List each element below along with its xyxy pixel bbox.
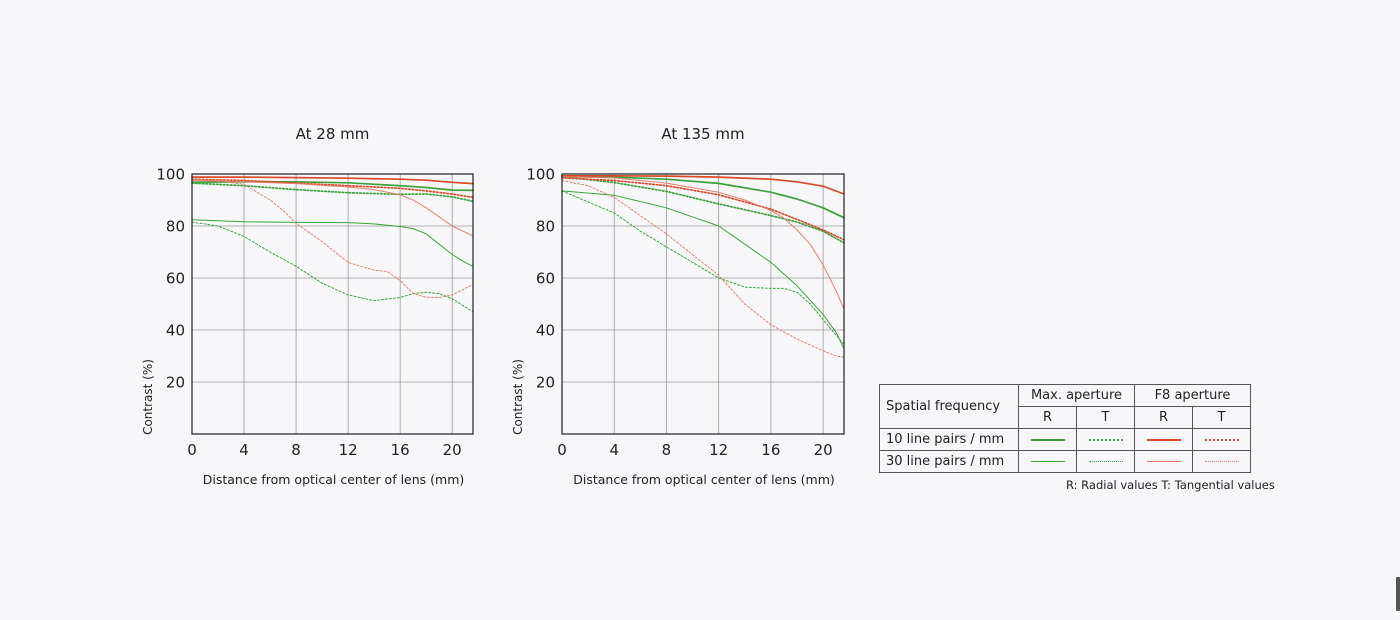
scrollbar-thumb[interactable] <box>1396 577 1400 611</box>
legend-swatch-30-f8-r <box>1134 450 1193 473</box>
x-axis-label: Distance from optical center of lens (mm… <box>203 472 465 487</box>
legend-col-f8-t: T <box>1192 406 1251 429</box>
y-tick-label: 20 <box>536 374 555 392</box>
series-line-8 <box>561 180 845 358</box>
y-tick-label: 60 <box>166 270 185 288</box>
series-line-5 <box>191 219 474 267</box>
y-tick-label: 40 <box>536 322 555 340</box>
legend-note: R: Radial values T: Tangential values <box>1066 478 1275 492</box>
legend-table: Spatial frequency Max. aperture F8 apert… <box>879 384 1251 473</box>
chart-title: At 135 mm <box>661 125 744 143</box>
series-line-5 <box>561 190 845 350</box>
y-tick-label: 80 <box>536 218 555 236</box>
legend-swatch-30-max-r <box>1018 450 1077 473</box>
legend-row-10lp: 10 line pairs / mm <box>879 428 1019 451</box>
series-line-3 <box>191 176 474 185</box>
y-tick-label: 100 <box>156 166 185 184</box>
y-tick-label: 40 <box>166 322 185 340</box>
series-line-2 <box>191 182 474 203</box>
legend-row-header: Spatial frequency <box>879 384 1019 429</box>
chart-title: At 28 mm <box>296 125 370 143</box>
x-tick-label: 4 <box>609 441 619 459</box>
plot-frame <box>191 173 474 435</box>
legend-row-30lp: 30 line pairs / mm <box>879 450 1019 473</box>
legend-swatch-10-max-r <box>1018 428 1077 451</box>
series-line-2 <box>561 175 845 244</box>
series-line-8 <box>191 178 474 298</box>
x-tick-label: 12 <box>339 441 358 459</box>
legend-col-max-r: R <box>1018 406 1077 429</box>
legend-swatch-10-f8-t <box>1192 428 1251 451</box>
series-line-4 <box>191 178 474 199</box>
x-tick-label: 20 <box>814 441 833 459</box>
x-tick-label: 8 <box>662 441 672 459</box>
x-tick-label: 20 <box>443 441 462 459</box>
legend-group-max-aperture: Max. aperture <box>1018 384 1135 407</box>
y-axis-label: Contrast (%) <box>511 359 525 435</box>
legend-col-max-t: T <box>1076 406 1135 429</box>
x-tick-label: 8 <box>291 441 301 459</box>
legend-table-wrapper: Spatial frequency Max. aperture F8 apert… <box>879 384 1251 473</box>
series-line-7 <box>191 180 474 237</box>
series-line-6 <box>191 221 474 313</box>
y-tick-label: 20 <box>166 374 185 392</box>
y-axis-label: Contrast (%) <box>141 359 155 435</box>
series-line-1 <box>561 175 845 219</box>
y-tick-label: 80 <box>166 218 185 236</box>
x-tick-label: 16 <box>391 441 410 459</box>
x-tick-label: 0 <box>187 441 197 459</box>
x-tick-label: 4 <box>239 441 249 459</box>
x-tick-label: 0 <box>557 441 567 459</box>
series-line-6 <box>561 190 845 345</box>
legend-col-f8-r: R <box>1134 406 1193 429</box>
x-tick-label: 12 <box>709 441 728 459</box>
x-axis-label: Distance from optical center of lens (mm… <box>573 472 835 487</box>
y-tick-label: 60 <box>536 270 555 288</box>
legend-group-f8-aperture: F8 aperture <box>1134 384 1251 407</box>
chart-2: At 135 mm 20 40 60 80 100 0 4 8 12 16 20 Distance fr… <box>511 125 845 487</box>
legend-swatch-10-max-t <box>1076 428 1135 451</box>
chart-1: At 28 mm 20 40 60 80 100 0 4 8 12 16 20 Distance fro… <box>141 125 474 487</box>
legend-swatch-30-f8-t <box>1192 450 1251 473</box>
series-line-3 <box>561 174 845 195</box>
x-tick-label: 16 <box>761 441 780 459</box>
series-line-7 <box>561 176 845 310</box>
legend-swatch-10-f8-r <box>1134 428 1193 451</box>
y-tick-label: 100 <box>526 166 555 184</box>
series-line-4 <box>561 177 845 241</box>
legend-swatch-30-max-t <box>1076 450 1135 473</box>
plot-frame <box>561 173 845 435</box>
